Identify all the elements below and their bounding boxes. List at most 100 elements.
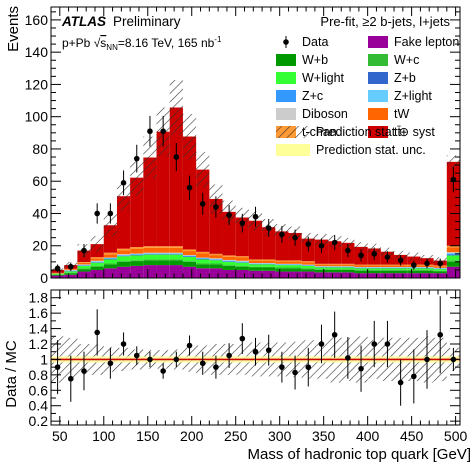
- bar-tw-26: [394, 265, 408, 268]
- bar-w-c-29: [433, 270, 447, 272]
- legend-label-syst: Prediction stat ⊕ syst: [316, 125, 435, 139]
- bar-w-light-23: [354, 268, 368, 270]
- collision-info: p+Pb √sNN=8.16 TeV, 165 nb-1: [62, 35, 222, 52]
- bar-tw-7: [143, 247, 157, 253]
- bar-tw-12: [209, 255, 223, 259]
- y-tick-label-1: 20: [32, 238, 48, 254]
- ratio-point-21: [331, 331, 338, 338]
- data-point-27: [411, 262, 417, 268]
- bar-w-c-15: [248, 266, 263, 268]
- bar-w-c-30: [446, 260, 460, 262]
- data-point-16: [265, 225, 272, 231]
- bar-tw-22: [341, 264, 355, 267]
- data-point-6: [133, 155, 140, 162]
- ratio-point-6: [133, 352, 140, 359]
- bar-z-b-30: [446, 254, 460, 256]
- ratio-y-tick-label-4: 1: [40, 351, 48, 367]
- data-point-22: [345, 247, 351, 254]
- bar-w-light-2: [77, 265, 91, 269]
- y-tick-label-3: 60: [32, 173, 48, 189]
- bar-tw-23: [354, 265, 368, 268]
- y-tick-label-6: 120: [25, 76, 49, 92]
- bar-t-chan--19: [301, 261, 315, 263]
- bar-w-light-25: [380, 268, 395, 270]
- svg-text:p+Pb √sNN=8.16 TeV, 165 nb-1: p+Pb √sNN=8.16 TeV, 165 nb-1: [62, 35, 222, 52]
- legend-swatch-b1: [368, 54, 388, 66]
- x-tick-label-6: 350: [312, 428, 336, 444]
- bar-fake-lepton-27: [407, 273, 421, 278]
- legend-label-a2: W+light: [302, 71, 345, 85]
- bar-fake-lepton-9: [169, 265, 183, 278]
- legend-label-b0: Fake lepton: [394, 35, 459, 49]
- bar-w-light-9: [169, 254, 183, 260]
- bar-w-light-8: [156, 254, 170, 260]
- bar-w-b-22: [341, 269, 355, 273]
- x-tick-label-0: 50: [52, 428, 68, 444]
- main-axes: 0 20 40 60 80 100 120 140 160: [25, 6, 461, 286]
- bar-fake-lepton-28: [420, 273, 434, 278]
- bar-w-c-3: [90, 265, 104, 267]
- bar-tw-24: [367, 265, 381, 268]
- bar-w-c-28: [420, 269, 434, 271]
- bar-w-light-6: [130, 255, 144, 261]
- data-point-29: [437, 260, 444, 267]
- ratio-point-25: [384, 341, 391, 347]
- bar-w-b-30: [446, 261, 460, 267]
- y-axis-label: Events: [5, 6, 22, 52]
- bar-w-light-11: [196, 259, 210, 264]
- ratio-y-tick-label-3: 0.8: [29, 367, 49, 383]
- bar-w-c-13: [222, 265, 236, 266]
- bar-w-b-21: [328, 269, 342, 273]
- ratio-point-29: [437, 331, 444, 338]
- bar-w-b-19: [301, 269, 315, 272]
- legend-swatch-b4: [368, 108, 388, 120]
- bar-w-b-12: [209, 264, 223, 269]
- legend-swatch-b3: [368, 90, 388, 102]
- bar-fake-lepton-30: [446, 266, 460, 278]
- bar-t-chan--14: [235, 256, 249, 258]
- bar-tw-25: [380, 265, 395, 268]
- bar-fake-lepton-14: [235, 269, 249, 278]
- unc-hatch-10: [182, 113, 197, 160]
- y-tick-label-7: 140: [25, 44, 49, 60]
- bar-tw-8: [156, 247, 170, 253]
- unc-hatch-9: [169, 80, 183, 135]
- bar-fake-lepton-15: [248, 270, 263, 278]
- bar-tt--30: [446, 161, 460, 246]
- bar-w-light-19: [301, 265, 315, 269]
- lumi-exponent: -1: [214, 35, 222, 44]
- ratio-y-tick-label-1: 0.4: [29, 398, 49, 414]
- legend-label-b4: tW: [394, 107, 409, 121]
- x-tick-label-5: 300: [268, 428, 292, 444]
- data-point-12: [213, 204, 219, 210]
- legend-label-data: Data: [302, 35, 328, 49]
- bar-t-chan--30: [446, 245, 460, 248]
- bar-w-light-10: [182, 257, 197, 262]
- unc-hatch-6: [130, 159, 144, 196]
- collision-suffix: =8.16 TeV, 165 nb: [118, 36, 215, 50]
- bar-diboson-30: [446, 252, 460, 253]
- legend-label-b2: Z+b: [394, 71, 416, 85]
- x-axis-label: Mass of hadronic top quark [GeV]: [248, 446, 471, 463]
- bar-w-c-20: [314, 269, 329, 270]
- bar-tw-10: [182, 251, 197, 256]
- bar-w-light-30: [446, 255, 460, 261]
- bar-fake-lepton-13: [222, 269, 236, 278]
- bar-w-b-2: [77, 269, 91, 272]
- bar-w-b-0: [51, 274, 65, 276]
- legend-swatch-a4: [276, 108, 296, 120]
- unc-hatch-4: [103, 213, 117, 237]
- bar-t-chan--13: [222, 255, 236, 257]
- bar-fake-lepton-29: [433, 273, 447, 278]
- bar-w-b-10: [182, 261, 197, 267]
- bar-tw-3: [90, 258, 104, 261]
- bar-t-chan--22: [341, 263, 355, 265]
- bar-w-light-21: [328, 267, 342, 270]
- data-point-18: [292, 234, 298, 241]
- ratio-point-3: [94, 329, 100, 336]
- ratio-point-0: [54, 364, 61, 370]
- unc-hatch-27: [407, 252, 421, 261]
- bar-tw-18: [288, 261, 302, 264]
- bar-w-light-1: [64, 271, 78, 273]
